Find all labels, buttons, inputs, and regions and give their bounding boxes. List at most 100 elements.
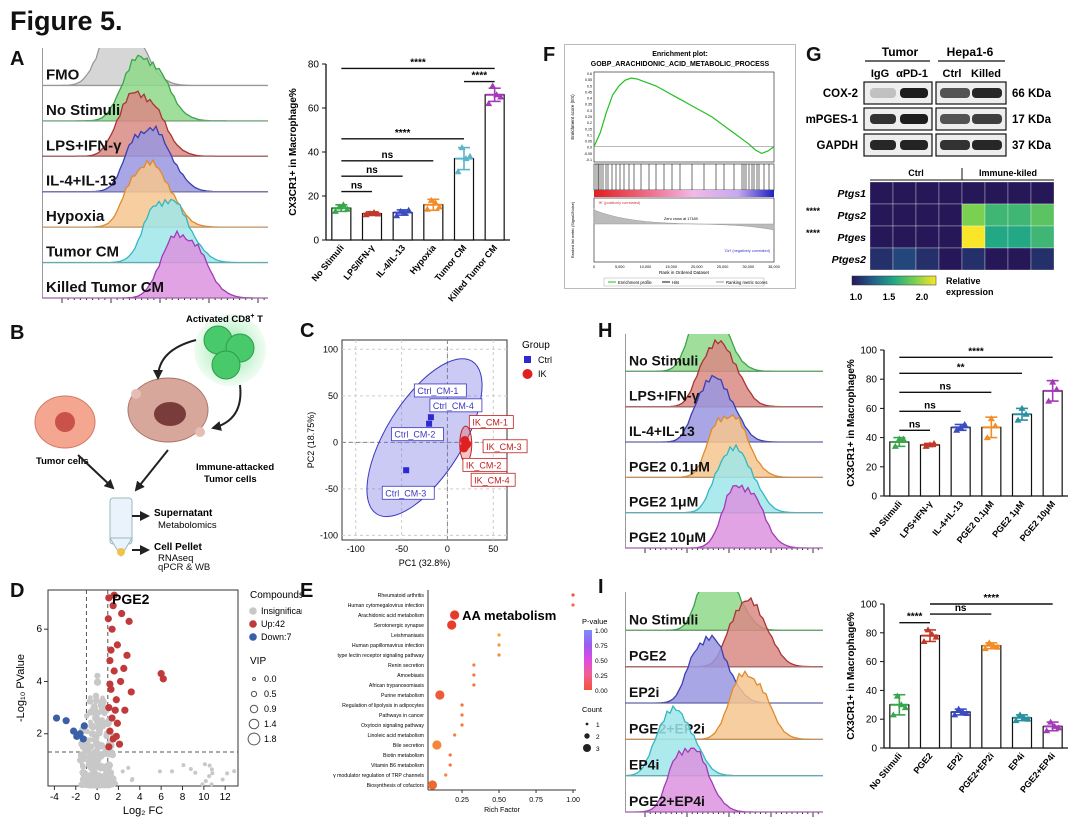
legend-title: Compounds [250, 590, 302, 601]
rank-gradient [594, 190, 774, 197]
gene-label: Ptgs1 [837, 188, 866, 200]
metric-ylabel: Ranked list metric (Signal2Noise) [571, 201, 575, 258]
up-point [109, 602, 117, 610]
heatmap-cell [938, 225, 963, 249]
pos-label: 'IK' (positively correlated) [598, 201, 641, 205]
data-point [1053, 385, 1061, 392]
pathway-dot [472, 683, 476, 687]
colorbar-label: Relative [946, 276, 981, 286]
x-tick-label: EP4i [1006, 751, 1026, 772]
data-point [489, 82, 497, 89]
legend-label: Down:7 [261, 632, 292, 642]
ik-point [462, 439, 472, 449]
label-cd8-sup: + [250, 313, 254, 320]
pathway-dot [497, 643, 501, 647]
pathway-dot [472, 663, 476, 667]
up-point [111, 706, 119, 714]
x-tick-label: -50 [395, 544, 408, 554]
insignificant-point [193, 770, 198, 775]
es-tick: 0.35 [585, 103, 592, 107]
up-point [105, 743, 113, 751]
insignificant-point [126, 765, 131, 770]
significance-label: **** [472, 71, 488, 82]
tube-icon [109, 497, 133, 545]
plot-subtitle: GOBP_ARACHIDONIC_ACID_METABOLIC_PROCESS [591, 61, 770, 68]
ranking-metric [593, 208, 775, 231]
insignificant-point [107, 769, 115, 777]
y-tick-label: 60 [866, 657, 878, 668]
label-immune-attacked: Immune-attacked [196, 462, 274, 473]
histogram-label: Hypoxia [46, 208, 105, 225]
x-axis-label: Rich Factor [484, 807, 520, 814]
label-supernatant: Supernatant [154, 508, 213, 519]
pathway-label: Arachidonic acid metabolism [358, 613, 424, 619]
data-point [1045, 397, 1053, 404]
histogram-label: PGE2 0.1μM [629, 458, 710, 474]
y-axis-label: -Log₁₀ PValue [15, 654, 27, 722]
significance-label: ns [351, 181, 363, 192]
tumor-nucleus-icon [55, 412, 75, 432]
y-tick-label: -50 [325, 484, 338, 494]
gene-label: Ptgs2 [837, 210, 866, 222]
vip-swatch [248, 718, 260, 730]
insignificant-point [181, 763, 186, 768]
up-point [116, 677, 125, 686]
count-title: Count [582, 705, 603, 714]
blot-band [940, 114, 970, 124]
data-point [985, 639, 993, 646]
colorbar-tick: 1.5 [883, 292, 896, 302]
size-label: 37 KDa [1012, 140, 1052, 152]
pellet-icon [117, 548, 125, 556]
insignificant-point [188, 767, 193, 772]
es-tick: 0.6 [587, 72, 592, 76]
colorbar-tick: 1.0 [850, 292, 863, 302]
significance-label: **** [984, 593, 1000, 604]
es-frame [593, 71, 775, 163]
label-cd8: Activated CD8 [186, 314, 250, 325]
y-tick-label: 40 [866, 686, 878, 697]
point-label: IK_CM-4 [474, 475, 510, 485]
es-tick: 0.1 [587, 133, 592, 137]
up-point [104, 615, 112, 623]
insignificant-point [80, 778, 86, 784]
histogram-label: EP2i [629, 684, 659, 700]
data-point [1043, 727, 1051, 734]
label-box [381, 485, 435, 500]
point-label: IK_CM-2 [466, 460, 502, 470]
data-point [343, 205, 351, 212]
up-point [106, 656, 114, 665]
pathway-dot [472, 673, 476, 677]
zero-cross-label: Zero cross at 17189 [664, 217, 698, 221]
up-point [112, 696, 120, 704]
significance-label: ns [924, 400, 936, 411]
bar [950, 426, 971, 497]
vip-swatch [247, 732, 261, 746]
lane-label: Ctrl [943, 68, 962, 80]
insignificant-point [80, 763, 86, 770]
x-tick-label: 50 [488, 544, 498, 554]
pathway-dot [448, 763, 452, 767]
pathway-label: Human papillomavirus infection [352, 643, 424, 649]
plot-frame [47, 589, 239, 787]
data-point [961, 420, 969, 427]
histogram-label: No Stimuli [629, 352, 698, 368]
pathway-dot [447, 620, 457, 630]
pvalue-tick: 0.50 [595, 658, 608, 665]
y-tick-label: 60 [866, 404, 878, 415]
insignificant-point [95, 724, 101, 731]
pathway-dot [444, 773, 448, 777]
x-tick-label: 35,000 [768, 265, 780, 269]
data-point [401, 209, 409, 215]
metric-frame [593, 197, 775, 263]
pathway-dot [448, 753, 452, 757]
pvalue-tick: 0.75 [595, 643, 608, 650]
histogram-stack-h: No Stimuli LPS+IFN-γ IL-4+IL-13 PGE2 0.1μM P… [625, 334, 823, 553]
legend-label: Ctrl [538, 355, 552, 365]
x-tick-label: LPS/IFN-γ [342, 243, 377, 282]
insignificant-point [91, 731, 99, 739]
x-tick-label: 10,000 [640, 265, 652, 269]
panel-letter-f: F [543, 44, 556, 66]
pathway-label: Pathways in cancer [379, 713, 424, 719]
data-point [1051, 722, 1059, 729]
